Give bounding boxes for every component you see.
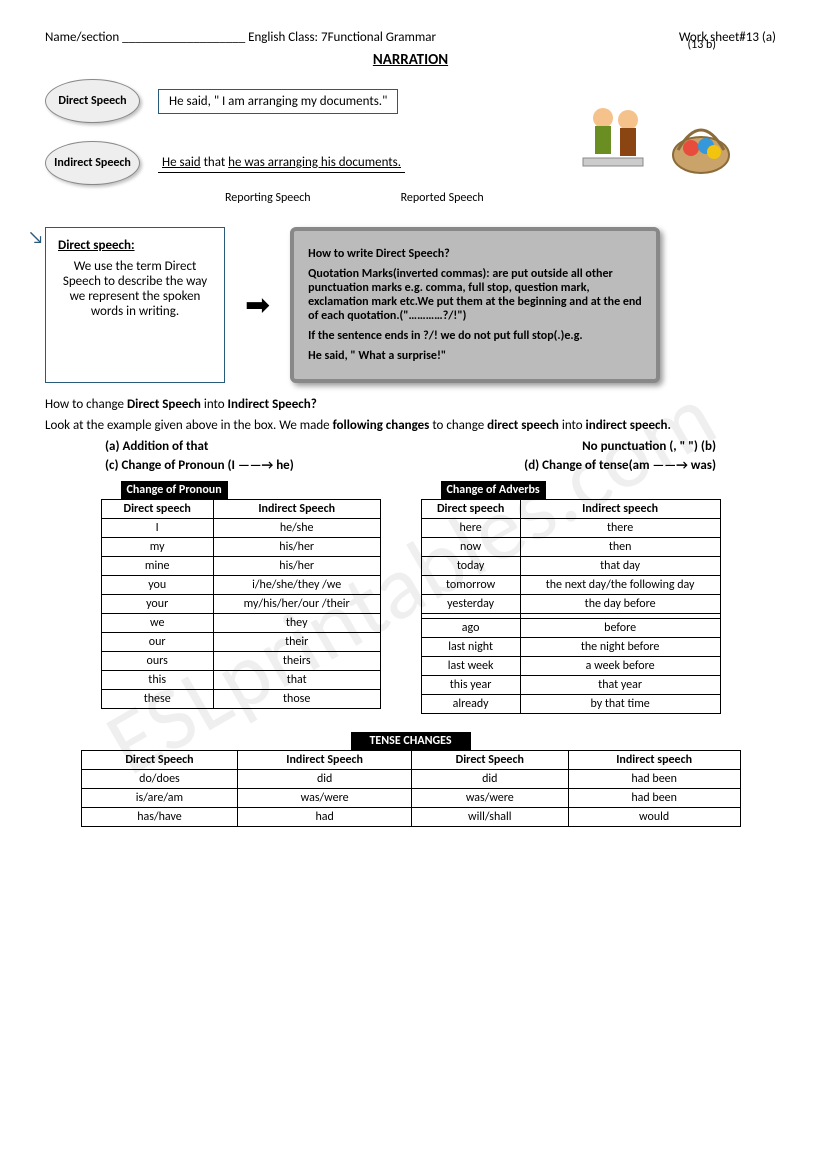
table-row: this yearthat year [421,676,720,695]
howto-p1: Quotation Marks(inverted commas): are pu… [308,267,642,323]
indirect-speech-pill: Indirect Speech [45,141,140,185]
change-c: (c) Change of Pronoun (I ——→ he) [105,458,294,473]
cartoon-people-icon [578,100,658,180]
table-row: yourmy/his/her/our /their [101,595,380,614]
page-number-top: (13 b) [688,38,716,52]
indirect-speech-box: He said that he was arranging his docume… [158,153,405,173]
changes-cd: (c) Change of Pronoun (I ——→ he) (d) Cha… [105,458,716,473]
table-row: Ihe/she [101,519,380,538]
table-row: alreadyby that time [421,695,720,714]
table-row: myhis/her [101,538,380,557]
tense-table: Direct Speech Indirect Speech Direct Spe… [81,750,741,827]
definition-box: ↘ Direct speech: We use the term Direct … [45,227,225,383]
table-row: nowthen [421,538,720,557]
tense-title: TENSE CHANGES [351,732,471,750]
definition-row: ↘ Direct speech: We use the term Direct … [45,227,776,383]
pronoun-title: Change of Pronoun [121,481,228,499]
defbox-text: We use the term Direct Speech to describ… [63,259,207,319]
table-row: minehis/her [101,557,380,576]
table-row: tomorrowthe next day/the following day [421,576,720,595]
table-row: todaythat day [421,557,720,576]
page-title: NARRATION [45,51,776,69]
table-row: last weeka week before [421,657,720,676]
tables-row: Change of Pronoun Direct speechIndirect … [45,481,776,714]
direct-speech-pill: Direct Speech [45,79,140,123]
table-row: thesethose [101,690,380,709]
table-row: do/doesdiddidhad been [81,770,740,789]
direct-speech-box: He said, " I am arranging my documents." [158,89,398,114]
header-left: Name/section ___________________ English… [45,30,436,45]
illustrations [578,100,736,180]
table-row: last nightthe night before [421,638,720,657]
para1: How to change Direct Speech into Indirec… [45,397,776,412]
basket-icon [666,100,736,180]
table-row: has/havehadwill/shallwould [81,808,740,827]
table-row: yesterdaythe day before [421,595,720,614]
reporting-label: Reporting Speech [225,191,311,205]
howto-p3: He said, " What a surprise!" [308,349,642,363]
table-row: ourstheirs [101,652,380,671]
howto-q: How to write Direct Speech? [308,247,642,261]
pronoun-table: Direct speechIndirect Speech Ihe/shemyhi… [101,499,381,709]
change-b: No punctuation (, " ") (b) [582,439,716,454]
change-a: (a) Addition of that [105,439,208,454]
table-row: thisthat [101,671,380,690]
speech-labels: Reporting Speech Reported Speech [225,191,776,205]
para2: Look at the example given above in the b… [45,418,776,433]
header-row: Name/section ___________________ English… [45,30,776,45]
table-row: youi/he/she/they /we [101,576,380,595]
tense-wrap: TENSE CHANGES Direct Speech Indirect Spe… [45,732,776,827]
table-row: herethere [421,519,720,538]
adverb-title: Change of Adverbs [441,481,546,499]
adverb-table-wrap: Change of Adverbs Direct speechIndirect … [421,481,721,714]
table-row: is/are/amwas/werewas/werehad been [81,789,740,808]
change-d: (d) Change of tense(am ——→ was) [524,458,716,473]
arrow-right-icon: ➡ [245,287,270,324]
howto-box: How to write Direct Speech? Quotation Ma… [290,227,660,383]
def-arrow-icon: ↘ [28,226,44,248]
table-row: ourtheir [101,633,380,652]
table-row: wethey [101,614,380,633]
howto-p2: If the sentence ends in ?/! we do not pu… [308,329,642,343]
reported-label: Reported Speech [401,191,484,205]
adverb-table: Direct speechIndirect speech herethereno… [421,499,721,714]
table-row: agobefore [421,619,720,638]
defbox-title: Direct speech: [58,238,212,253]
pronoun-table-wrap: Change of Pronoun Direct speechIndirect … [101,481,381,714]
changes-ab: (a) Addition of that No punctuation (, "… [105,439,716,454]
